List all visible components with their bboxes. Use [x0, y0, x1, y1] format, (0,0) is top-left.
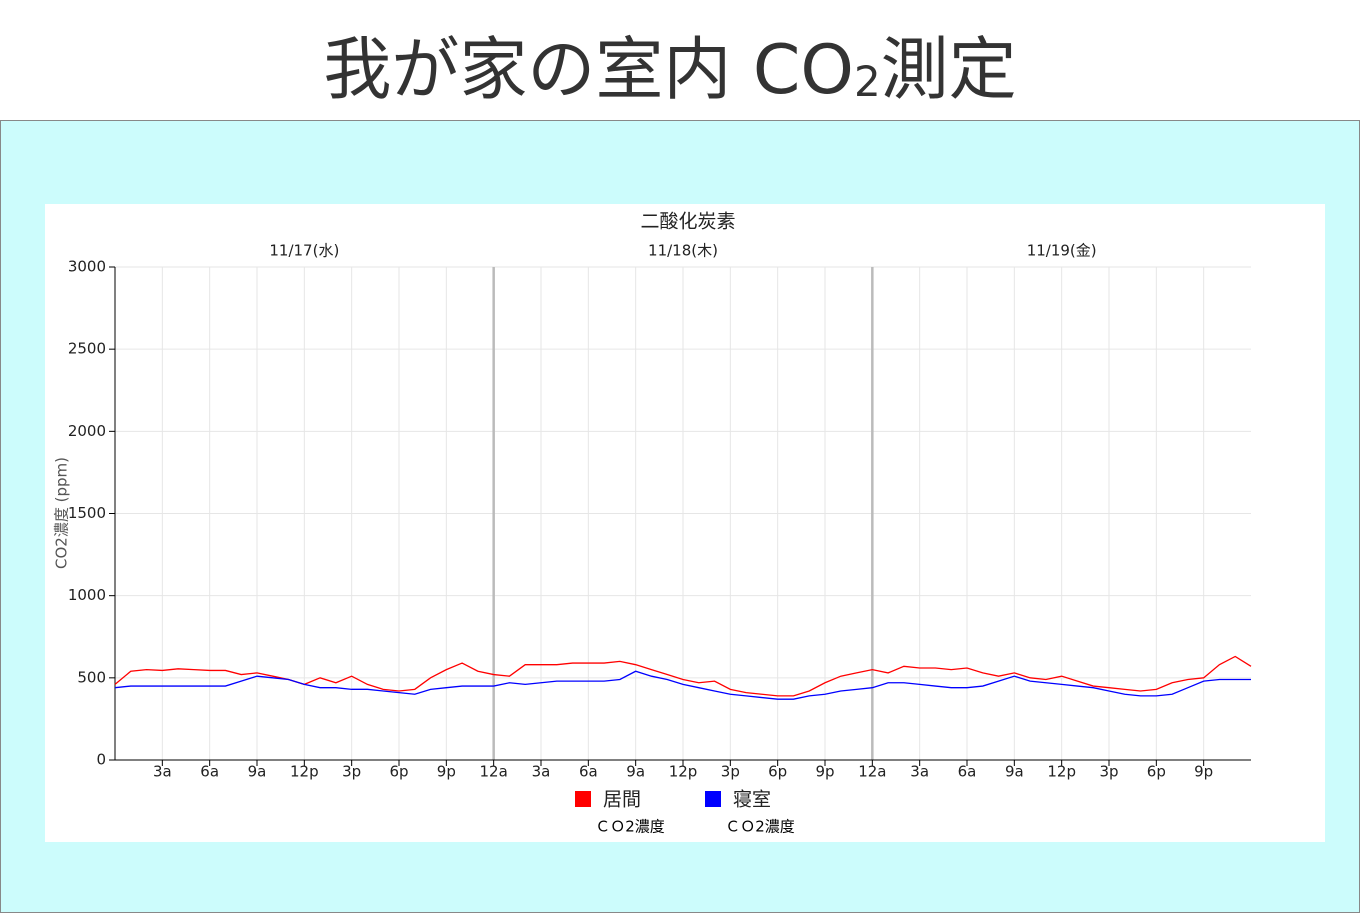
legend-swatch [705, 791, 721, 807]
x-tick-label: 9p [437, 763, 456, 781]
x-tick-label: 3p [342, 763, 361, 781]
legend-label: 居間 [603, 789, 641, 811]
y-tick-label: 1500 [68, 504, 106, 522]
x-tick-label: 9a [1005, 763, 1024, 781]
y-tick-label: 3000 [68, 258, 106, 276]
x-tick-label: 9p [1194, 763, 1213, 781]
page-title: 我が家の室内 CO2測定 [323, 31, 1016, 110]
y-tick-label: 0 [96, 751, 106, 769]
x-tick-label: 3a [532, 763, 551, 781]
x-tick-label: 6a [200, 763, 219, 781]
x-tick-label: 9a [248, 763, 267, 781]
x-tick-label: 9a [626, 763, 645, 781]
x-tick-label: 3p [1099, 763, 1118, 781]
y-tick-label: 500 [77, 668, 106, 686]
x-tick-label: 6p [768, 763, 787, 781]
x-tick-label: 3a [910, 763, 929, 781]
x-tick-label: 6a [579, 763, 598, 781]
date-label: 11/19(金) [1027, 242, 1097, 260]
x-tick-label: 12a [858, 763, 886, 781]
legend-sublabel: ＣＯ2濃度 [595, 818, 665, 836]
x-tick-label: 6a [958, 763, 977, 781]
x-tick-label: 12p [669, 763, 698, 781]
legend-sublabel: ＣＯ2濃度 [725, 818, 795, 836]
x-tick-label: 3p [721, 763, 740, 781]
chart-panel [45, 204, 1325, 842]
x-tick-label: 12p [290, 763, 319, 781]
title-end: 測定 [881, 31, 1017, 110]
chart-title: 二酸化炭素 [640, 211, 735, 233]
x-tick-label: 9p [815, 763, 834, 781]
date-label: 11/18(木) [648, 242, 718, 260]
y-axis-label: CO2濃度 (ppm) [53, 457, 71, 569]
series-line [114, 670, 1251, 700]
y-tick-label: 1000 [68, 586, 106, 604]
y-tick-label: 2500 [68, 340, 106, 358]
title-sub: 2 [854, 57, 881, 106]
x-tick-label: 12a [480, 763, 508, 781]
x-tick-label: 6p [1147, 763, 1166, 781]
date-label: 11/17(水) [269, 242, 339, 260]
x-tick-label: 3a [153, 763, 172, 781]
legend-swatch [575, 791, 591, 807]
legend-label: 寝室 [733, 789, 771, 811]
x-tick-label: 12p [1047, 763, 1076, 781]
title-main: 我が家の室内 CO [323, 31, 854, 110]
x-tick-label: 6p [389, 763, 408, 781]
y-tick-label: 2000 [68, 422, 106, 440]
